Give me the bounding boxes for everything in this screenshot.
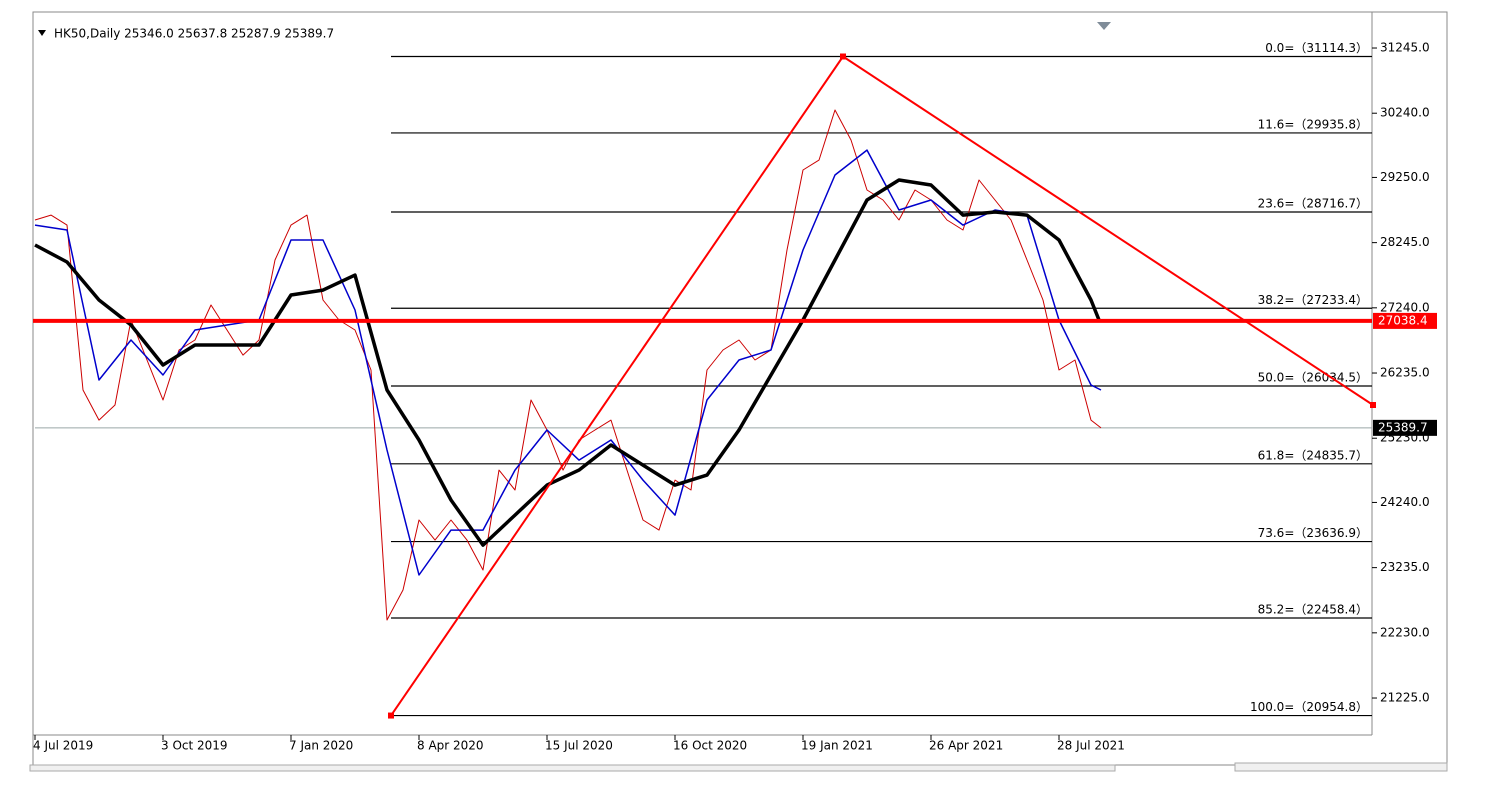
y-tick-label: 29250.0 xyxy=(1380,170,1430,184)
x-tick-label: 4 Jul 2019 xyxy=(33,739,93,753)
trendline-anchor xyxy=(840,53,846,60)
price-label-box xyxy=(1373,419,1437,436)
price-series xyxy=(34,149,1102,576)
x-tick-label: 15 Jul 2020 xyxy=(545,739,613,753)
y-tick-label: 23235.0 xyxy=(1380,560,1430,574)
hline-label-box xyxy=(1373,312,1437,329)
trendline xyxy=(842,55,1374,406)
y-tick-label: 22230.0 xyxy=(1380,625,1430,639)
chart-frame xyxy=(32,11,1448,766)
fib-label: 38.2=（27233.4） xyxy=(1258,293,1368,307)
x-tick-label: 16 Oct 2020 xyxy=(673,739,747,753)
fib-label: 100.0=（20954.8） xyxy=(1250,700,1368,714)
trendline-anchor xyxy=(388,712,394,719)
y-tick-label: 21225.0 xyxy=(1380,691,1430,705)
x-tick-label: 8 Apr 2020 xyxy=(417,739,484,753)
fib-label: 11.6=（29935.8） xyxy=(1258,117,1368,131)
y-tick-label: 24240.0 xyxy=(1380,495,1430,509)
x-tick-label: 3 Oct 2019 xyxy=(161,739,228,753)
hline-label: 27038.4 xyxy=(1378,313,1428,327)
y-tick-label: 28245.0 xyxy=(1380,235,1430,249)
fib-label: 0.0=（31114.3） xyxy=(1265,41,1368,55)
fib-label: 50.0=（26034.5） xyxy=(1258,371,1368,385)
fib-label: 73.6=（23636.9） xyxy=(1258,526,1368,540)
x-tick-label: 7 Jan 2020 xyxy=(289,739,353,753)
price-series xyxy=(34,178,1101,547)
shift-marker[interactable] xyxy=(1097,22,1111,30)
y-tick-label: 26235.0 xyxy=(1380,366,1430,380)
fib-label: 61.8=（24835.7） xyxy=(1258,448,1368,462)
chart-title: HK50,Daily 25346.0 25637.8 25287.9 25389… xyxy=(54,27,334,41)
scrollbar[interactable] xyxy=(29,764,1116,772)
y-tick-label: 30240.0 xyxy=(1380,106,1430,120)
y-tick-label: 27240.0 xyxy=(1380,300,1430,314)
x-tick-label: 26 Apr 2021 xyxy=(929,739,1003,753)
trendline-anchor xyxy=(1370,402,1376,409)
y-tick-label: 31245.0 xyxy=(1380,41,1430,55)
trendline xyxy=(390,55,844,717)
x-tick-label: 28 Jul 2021 xyxy=(1057,739,1125,753)
fib-label: 23.6=（28716.7） xyxy=(1258,197,1368,211)
collapse-arrow[interactable] xyxy=(38,30,46,36)
price-label: 25389.7 xyxy=(1378,420,1428,434)
price-series xyxy=(34,109,1102,621)
fib-label: 85.2=（22458.4） xyxy=(1258,603,1368,617)
tab-strip[interactable] xyxy=(1234,762,1448,772)
x-tick-label: 19 Jan 2021 xyxy=(801,739,873,753)
